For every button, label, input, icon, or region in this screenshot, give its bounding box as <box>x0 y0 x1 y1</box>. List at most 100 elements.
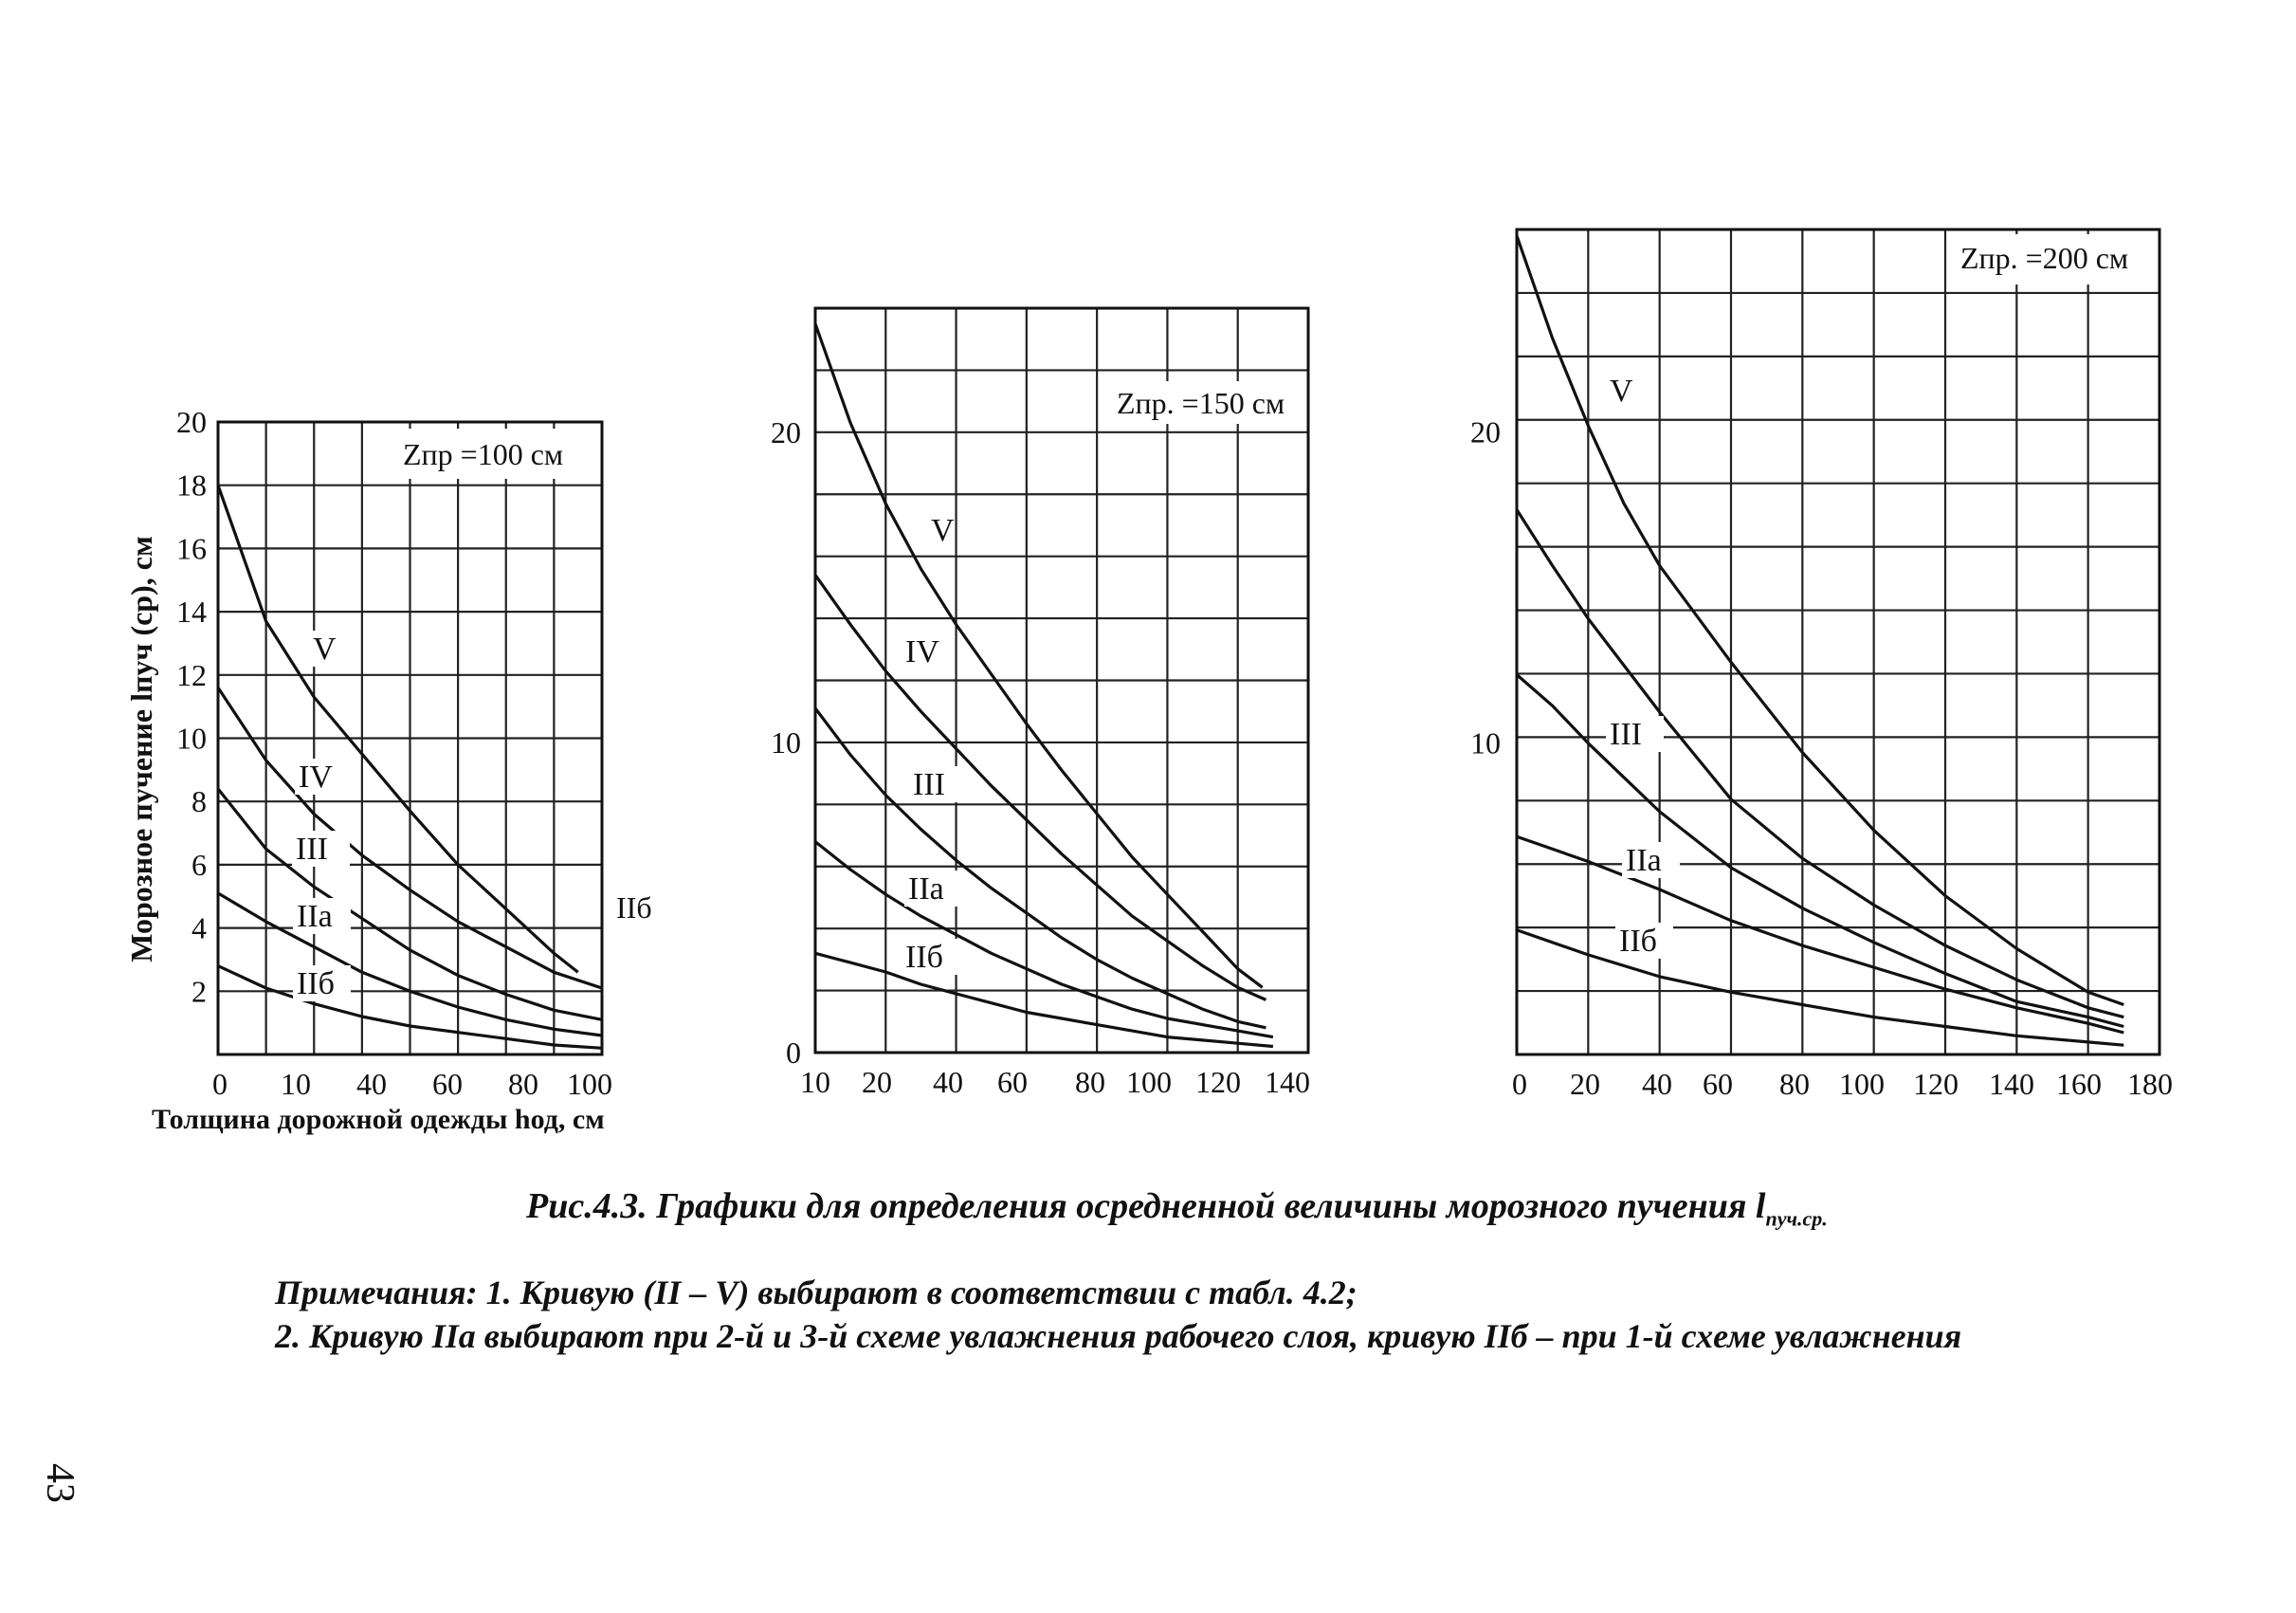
caption-text: Рис.4.3. Графики для определения осредне… <box>526 1186 1766 1226</box>
x-tick-label: 60 <box>997 1065 1028 1099</box>
y-tick-label: 6 <box>191 848 207 882</box>
x-tick-label: 80 <box>1075 1065 1105 1099</box>
curve-label-IIа: IIа <box>908 871 944 907</box>
curve-label-bg <box>295 759 337 795</box>
x-tick-label: 140 <box>1989 1067 2034 1101</box>
x-tick-label: 160 <box>2056 1067 2102 1101</box>
x-tick-label: 40 <box>933 1065 963 1099</box>
y-tick-label: 12 <box>176 658 207 692</box>
curve-label-bg <box>309 631 335 667</box>
plot-frame <box>1515 228 2161 1056</box>
y-tick-label: 20 <box>176 405 207 439</box>
y-tick-label: 16 <box>176 531 207 565</box>
curve-III <box>1515 673 2124 1029</box>
curve-label-bg <box>1606 373 1631 409</box>
curve-IV <box>813 574 1267 1001</box>
curve-label-IIа: IIа <box>297 899 333 934</box>
chart-z200: V III IIа IIб Zпр. =200 см 0 20 40 60 80 100 120 140… <box>1470 228 2173 1101</box>
y-tick-label: 10 <box>1470 726 1501 761</box>
note-line-2: 2. Кривую IIа выбирают при 2-й и 3-й схе… <box>275 1317 1962 1355</box>
x-tick-label: 140 <box>1265 1065 1310 1099</box>
plot-frame <box>216 420 604 1056</box>
curve-label-bg <box>292 831 350 867</box>
page-number: 43 <box>38 1463 82 1503</box>
x-tick-label: 10 <box>800 1065 830 1099</box>
curve-label-IIб: IIб <box>905 940 943 975</box>
x-tick-label: 100 <box>567 1067 612 1101</box>
y-tick-label: 10 <box>176 722 207 756</box>
curve-label-bg <box>902 633 943 669</box>
curve-label-bg <box>927 512 953 548</box>
curve-label-bg <box>293 898 351 934</box>
curve-label-bg <box>1615 923 1673 959</box>
chart-title: Zпр =100 см <box>403 437 563 471</box>
x-tick-label: 10 <box>281 1067 311 1101</box>
curve-label-IV: IV <box>299 760 333 795</box>
y-tick-label: 8 <box>191 784 207 818</box>
curve-label-III: III <box>1610 717 1642 752</box>
curve-IIб <box>217 964 603 1050</box>
chart-z100: V IV III IIа IIб Zпр =100 см 0 10 40 60 80 100 2 4 6 8 1… <box>124 405 652 1135</box>
curve-IV <box>1515 508 2124 1019</box>
curve-label-IIб: IIб <box>1619 924 1657 959</box>
curve-V <box>813 322 1264 989</box>
x-axis-label: Толщина дорожной одежды hод, см <box>152 1104 605 1135</box>
x-tick-label: 60 <box>432 1067 463 1101</box>
x-tick-label: 40 <box>356 1067 387 1101</box>
y-tick-label: 10 <box>771 725 801 760</box>
x-tick-label: 100 <box>1839 1067 1885 1101</box>
curve-IIа <box>814 840 1274 1039</box>
figure-notes: Примечания: 1. Кривую (II – V) выбирают … <box>275 1271 2076 1358</box>
curve-IIа <box>217 891 603 1037</box>
curve-V <box>1515 235 2124 1007</box>
curve-label-III: III <box>913 767 945 802</box>
y-tick-label: 20 <box>771 415 801 449</box>
curve-label-IIб: IIб <box>297 966 335 1001</box>
y-tick-label: 14 <box>176 595 207 629</box>
caption-subscript: пуч.ср. <box>1765 1206 1828 1231</box>
y-tick-label: 4 <box>191 911 207 945</box>
y-tick-label: 0 <box>786 1036 801 1070</box>
curve-III <box>216 787 603 1021</box>
curve-label-bg <box>904 871 962 907</box>
x-tick-label: 40 <box>1642 1067 1672 1101</box>
note-line-1: Примечания: 1. Кривую (II – V) выбирают … <box>275 1274 1358 1311</box>
curve-V <box>216 485 579 974</box>
curve-label-bg <box>1622 842 1680 878</box>
x-tick-label: 20 <box>862 1065 892 1099</box>
title-bg <box>1107 381 1305 424</box>
curve-label-V: V <box>931 513 955 548</box>
x-tick-label: 180 <box>2127 1067 2173 1101</box>
curve-IIб <box>814 951 1274 1049</box>
x-tick-label: 120 <box>1195 1065 1241 1099</box>
curve-IIб <box>1516 928 2124 1047</box>
x-tick-label: 0 <box>212 1067 228 1101</box>
title-bg <box>393 429 599 479</box>
plot-frame <box>813 306 1310 1054</box>
curve-IIа <box>1516 834 2124 1035</box>
curve-III <box>813 706 1266 1030</box>
x-tick-label: 60 <box>1703 1067 1733 1101</box>
curve-label-IV: IV <box>905 634 939 669</box>
x-tick-label: 0 <box>1512 1067 1527 1101</box>
x-tick-label: 20 <box>1570 1067 1600 1101</box>
curve-label-bg <box>1606 716 1664 752</box>
y-axis-label: Морозное пучение lпуч (ср), см <box>124 536 158 962</box>
curve-label-V: V <box>313 632 337 667</box>
curve-label-V: V <box>1610 374 1633 409</box>
curve-label-bg <box>293 965 351 1001</box>
figure-caption: Рис.4.3. Графики для определения осредне… <box>526 1185 2043 1232</box>
x-tick-label: 80 <box>1779 1067 1810 1101</box>
curve-label-IIа: IIа <box>1626 843 1662 878</box>
chart-title: Zпр. =150 см <box>1117 386 1285 420</box>
x-tick-label: 80 <box>508 1067 538 1101</box>
title-bg <box>1953 234 2157 284</box>
y-tick-label: 18 <box>176 468 207 503</box>
stray-curve-label: IIб <box>616 890 652 925</box>
x-tick-label: 100 <box>1126 1065 1172 1099</box>
y-tick-label: 20 <box>1470 414 1501 449</box>
y-tick-label: 2 <box>191 974 207 1008</box>
curve-label-bg <box>909 766 967 802</box>
